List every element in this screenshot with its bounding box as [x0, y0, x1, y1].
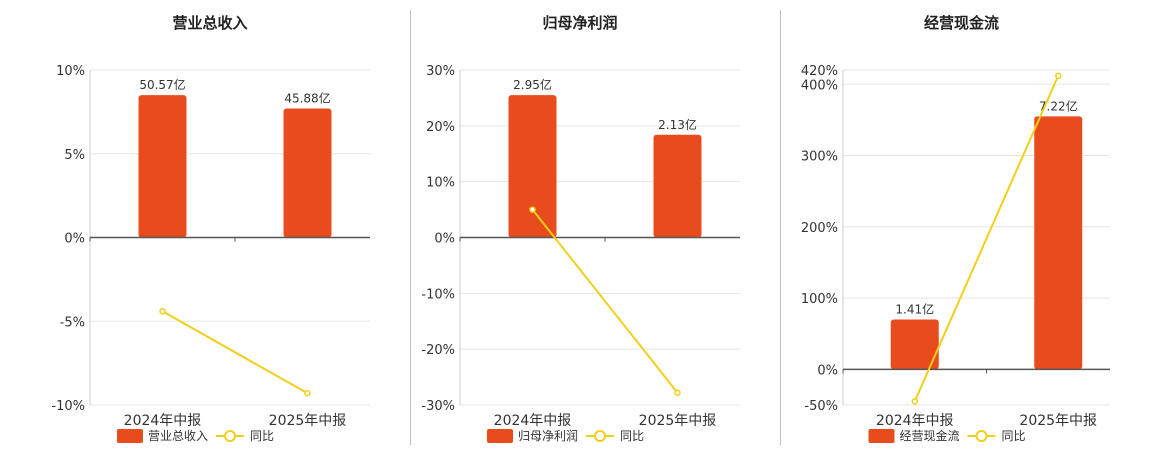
y-tick-label: 400%: [801, 78, 838, 93]
y-tick-label: 5%: [64, 148, 85, 163]
line-series-yoy: [531, 208, 679, 394]
y-tick-label: 0%: [817, 363, 838, 378]
bar-data-label: 7.22亿: [1039, 98, 1078, 113]
y-tick-label: 300%: [801, 150, 838, 165]
chart-panel-1: 营业总收入 10% 5% 0% -5% -10% 50.57亿 45.88亿 2024年中报 20…: [0, 0, 370, 450]
chart-panel-3: 经营现金流 420% 400% 300% 200% 100% 0% -50% 1.41亿 7.22…: [740, 0, 1110, 450]
y-tick-label: 0%: [434, 232, 455, 247]
legend-swatch-marker: [594, 430, 606, 442]
legend-label-line: 同比: [1002, 429, 1026, 443]
x-tick-label: 2024年中报: [876, 413, 954, 429]
bar: [1034, 116, 1083, 370]
y-tick-label: 10%: [426, 176, 455, 191]
chart-panel-2: 归母净利润 30% 20% 10% 0% -10% -20% -30% 2.95亿 2.13亿 20…: [370, 0, 740, 450]
legend-label-line: 同比: [620, 429, 644, 443]
line-point: [911, 398, 918, 405]
chart-svg-3: 经营现金流 420%400% 300% 200% 100% 0% -50% 1.41亿 7.22…: [801, 14, 1110, 443]
bar: [653, 134, 702, 238]
line-point: [159, 307, 166, 315]
chart-svg-2: 归母净利润 30% 20% 10% 0% -10% -20% -30% 2.95亿 2.13亿 20…: [421, 14, 740, 443]
bar-data-label: 45.88亿: [284, 91, 330, 106]
chart-title: 营业总收入: [172, 14, 247, 32]
x-tick-label: 2025年中报: [639, 413, 717, 429]
bar-data-label: 2.13亿: [658, 117, 697, 132]
y-tick-label: 100%: [801, 292, 838, 307]
line-point: [674, 389, 681, 396]
line-point: [1055, 72, 1062, 79]
chart-title: 经营现金流: [924, 14, 999, 32]
y-tick-label: 20%: [426, 120, 455, 135]
line-point: [304, 390, 311, 397]
y-tick-label: -20%: [421, 343, 455, 358]
bar: [890, 319, 939, 370]
legend-label-bar: 归母净利润: [518, 429, 578, 443]
y-tick-label: 10%: [56, 64, 85, 79]
bar: [283, 108, 332, 238]
bar-data-label: 1.41亿: [895, 301, 934, 316]
y-tick-label: -10%: [51, 399, 85, 414]
y-tick-label: -5%: [60, 315, 85, 330]
y-tick-label: -10%: [421, 287, 455, 302]
bar: [508, 95, 557, 238]
chart-svg-1: 营业总收入 10% 5% 0% -5% -10% 50.57亿 45.88亿 2024年中报 20…: [51, 14, 370, 443]
y-tick-label: 30%: [426, 64, 455, 79]
x-tick-label: 2025年中报: [269, 413, 347, 429]
line-series-yoy: [913, 75, 1060, 402]
x-tick-label: 2024年中报: [494, 413, 572, 429]
x-tick-label: 2025年中报: [1019, 413, 1097, 429]
legend-swatch-bar: [868, 429, 895, 443]
panel-divider: [410, 10, 411, 445]
legend-swatch-bar: [117, 429, 143, 443]
legend-label-line: 同比: [250, 429, 274, 443]
chart-title: 归母净利润: [542, 14, 617, 32]
legend-swatch-marker: [975, 430, 988, 442]
bar-data-label: 50.57亿: [139, 77, 185, 92]
panel-divider: [780, 10, 781, 445]
y-tick-label: 200%: [801, 221, 838, 236]
bar-data-label: 2.95亿: [513, 77, 552, 92]
legend-label-bar: 经营现金流: [900, 428, 960, 443]
y-tick-label: 420%: [801, 64, 838, 79]
line-series-yoy: [162, 310, 308, 395]
legend-swatch-bar: [487, 429, 513, 443]
bar: [138, 95, 187, 238]
y-tick-label: -30%: [421, 399, 455, 414]
y-tick-label: 0%: [64, 232, 85, 247]
line-point: [529, 206, 536, 213]
legend-label-bar: 营业总收入: [148, 429, 208, 443]
legend-swatch-marker: [224, 430, 236, 442]
x-tick-label: 2024年中报: [124, 413, 202, 429]
y-tick-label: -50%: [804, 399, 838, 414]
